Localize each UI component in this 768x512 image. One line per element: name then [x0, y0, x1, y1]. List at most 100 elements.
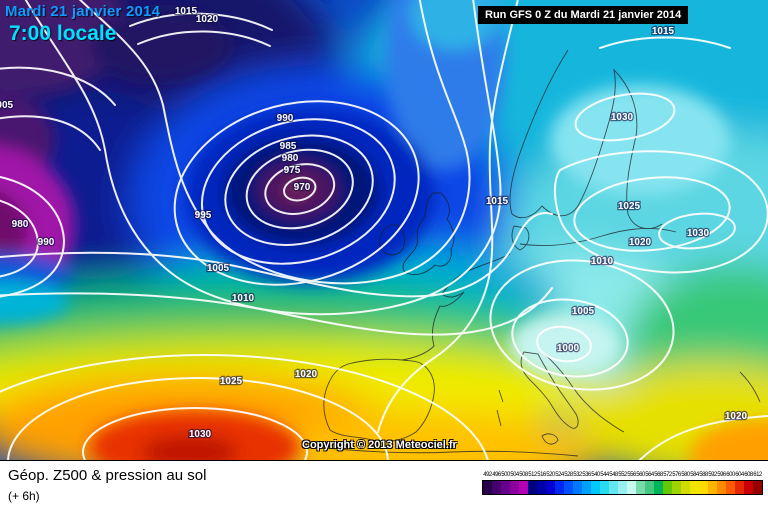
- legend-value: 548: [609, 472, 618, 478]
- legend-color-cell: [654, 481, 663, 494]
- legend-color-cell: [744, 481, 753, 494]
- legend-value: 580: [681, 472, 690, 478]
- pressure-label: 1030: [687, 228, 710, 239]
- legend-color-cell: [627, 481, 636, 494]
- time-label: 7:00 locale: [9, 22, 117, 45]
- map-title: Géop. Z500 & pression au sol: [8, 467, 207, 484]
- legend-color-cell: [528, 481, 537, 494]
- legend-color-cell: [591, 481, 600, 494]
- legend-color-cell: [681, 481, 690, 494]
- legend-color-cell: [564, 481, 573, 494]
- pressure-label: 1025: [618, 201, 641, 212]
- legend-color-cell: [690, 481, 699, 494]
- legend-color-cell: [546, 481, 555, 494]
- legend-value: 560: [636, 472, 645, 478]
- pressure-label: 1005: [207, 263, 230, 274]
- legend-value: 584: [690, 472, 699, 478]
- pressure-label: 1015: [652, 26, 675, 37]
- pressure-label: 1005: [0, 100, 14, 111]
- pressure-label: 990: [277, 113, 294, 124]
- date-label: Mardi 21 janvier 2014: [5, 3, 161, 20]
- legend-value: 608: [744, 472, 753, 478]
- legend-value: 576: [672, 472, 681, 478]
- legend-color-cell: [600, 481, 609, 494]
- pressure-label: 1020: [295, 369, 318, 380]
- legend-value: 604: [735, 472, 744, 478]
- legend-value: 524: [555, 472, 564, 478]
- pressure-label: 1015: [486, 196, 509, 207]
- legend-color-cell: [717, 481, 726, 494]
- pressure-label: 1030: [611, 112, 634, 123]
- legend-value: 540: [591, 472, 600, 478]
- pressure-label: 1015: [175, 6, 198, 17]
- legend-color-cell: [636, 481, 645, 494]
- legend-color-cell: [618, 481, 627, 494]
- pressure-label: 970: [294, 182, 311, 193]
- pressure-label: 1020: [196, 14, 219, 25]
- legend-value: 572: [663, 472, 672, 478]
- legend-color-cell: [573, 481, 582, 494]
- pressure-label: 1030: [189, 429, 212, 440]
- pressure-label: 975: [284, 165, 301, 176]
- legend-color-cell: [483, 481, 492, 494]
- pressure-label: 1005: [572, 306, 595, 317]
- legend-values-row: 492 496 500 504 508 512 516 520 524 528 532 536 540 5…: [483, 471, 762, 480]
- model-run-banner: Run GFS 0 Z du Mardi 21 janvier 2014: [478, 6, 689, 24]
- weather-map-svg: 1015102099098598097597099510059809901005…: [0, 0, 768, 460]
- legend-color-cell: [708, 481, 717, 494]
- legend-color-cell: [726, 481, 735, 494]
- copyright-text: Copyright © 2013 Meteociel.fr: [302, 439, 457, 451]
- legend-value: 612: [753, 472, 762, 478]
- legend-value: 516: [537, 472, 546, 478]
- legend-value: 588: [699, 472, 708, 478]
- forecast-step: (+ 6h): [8, 489, 40, 503]
- legend-value: 492: [483, 472, 492, 478]
- legend-color-bar: [482, 480, 763, 495]
- legend-color-cell: [519, 481, 528, 494]
- legend-color-cell: [510, 481, 519, 494]
- pressure-label: 990: [38, 237, 55, 248]
- legend-value: 564: [645, 472, 654, 478]
- legend-color-cell: [645, 481, 654, 494]
- legend-value: 520: [546, 472, 555, 478]
- weather-map: 1015102099098598097597099510059809901005…: [0, 0, 768, 460]
- pressure-label: 980: [282, 153, 299, 164]
- legend-color-cell: [672, 481, 681, 494]
- legend-value: 500: [501, 472, 510, 478]
- legend-value: 600: [726, 472, 735, 478]
- legend-color-cell: [735, 481, 744, 494]
- legend-color-cell: [609, 481, 618, 494]
- legend-color-cell: [501, 481, 510, 494]
- pressure-label: 1010: [232, 293, 255, 304]
- legend-value: 556: [627, 472, 636, 478]
- legend-color-cell: [555, 481, 564, 494]
- legend-value: 544: [600, 472, 609, 478]
- legend-value: 568: [654, 472, 663, 478]
- pressure-label: 1010: [591, 256, 614, 267]
- footer-bar: Géop. Z500 & pression au sol (+ 6h) 492 4…: [0, 460, 768, 512]
- legend-value: 512: [528, 472, 537, 478]
- legend-value: 496: [492, 472, 501, 478]
- pressure-label: 1000: [557, 343, 580, 354]
- pressure-label: 1025: [220, 376, 243, 387]
- legend-value: 592: [708, 472, 717, 478]
- contour-lines: [0, 0, 768, 460]
- legend-value: 504: [510, 472, 519, 478]
- legend-color-cell: [663, 481, 672, 494]
- legend-color-cell: [699, 481, 708, 494]
- legend-value: 532: [573, 472, 582, 478]
- color-scale-legend: 492 496 500 504 508 512 516 520 524 528 532 536 540 5…: [482, 471, 763, 495]
- legend-color-cell: [537, 481, 546, 494]
- legend-value: 596: [717, 472, 726, 478]
- pressure-label: 995: [195, 210, 212, 221]
- legend-color-cell: [753, 481, 762, 494]
- legend-color-cell: [582, 481, 591, 494]
- pressure-label: 980: [12, 219, 29, 230]
- legend-value: 536: [582, 472, 591, 478]
- legend-value: 528: [564, 472, 573, 478]
- pressure-label: 1020: [629, 237, 652, 248]
- pressure-label: 985: [280, 141, 297, 152]
- legend-color-cell: [492, 481, 501, 494]
- legend-value: 552: [618, 472, 627, 478]
